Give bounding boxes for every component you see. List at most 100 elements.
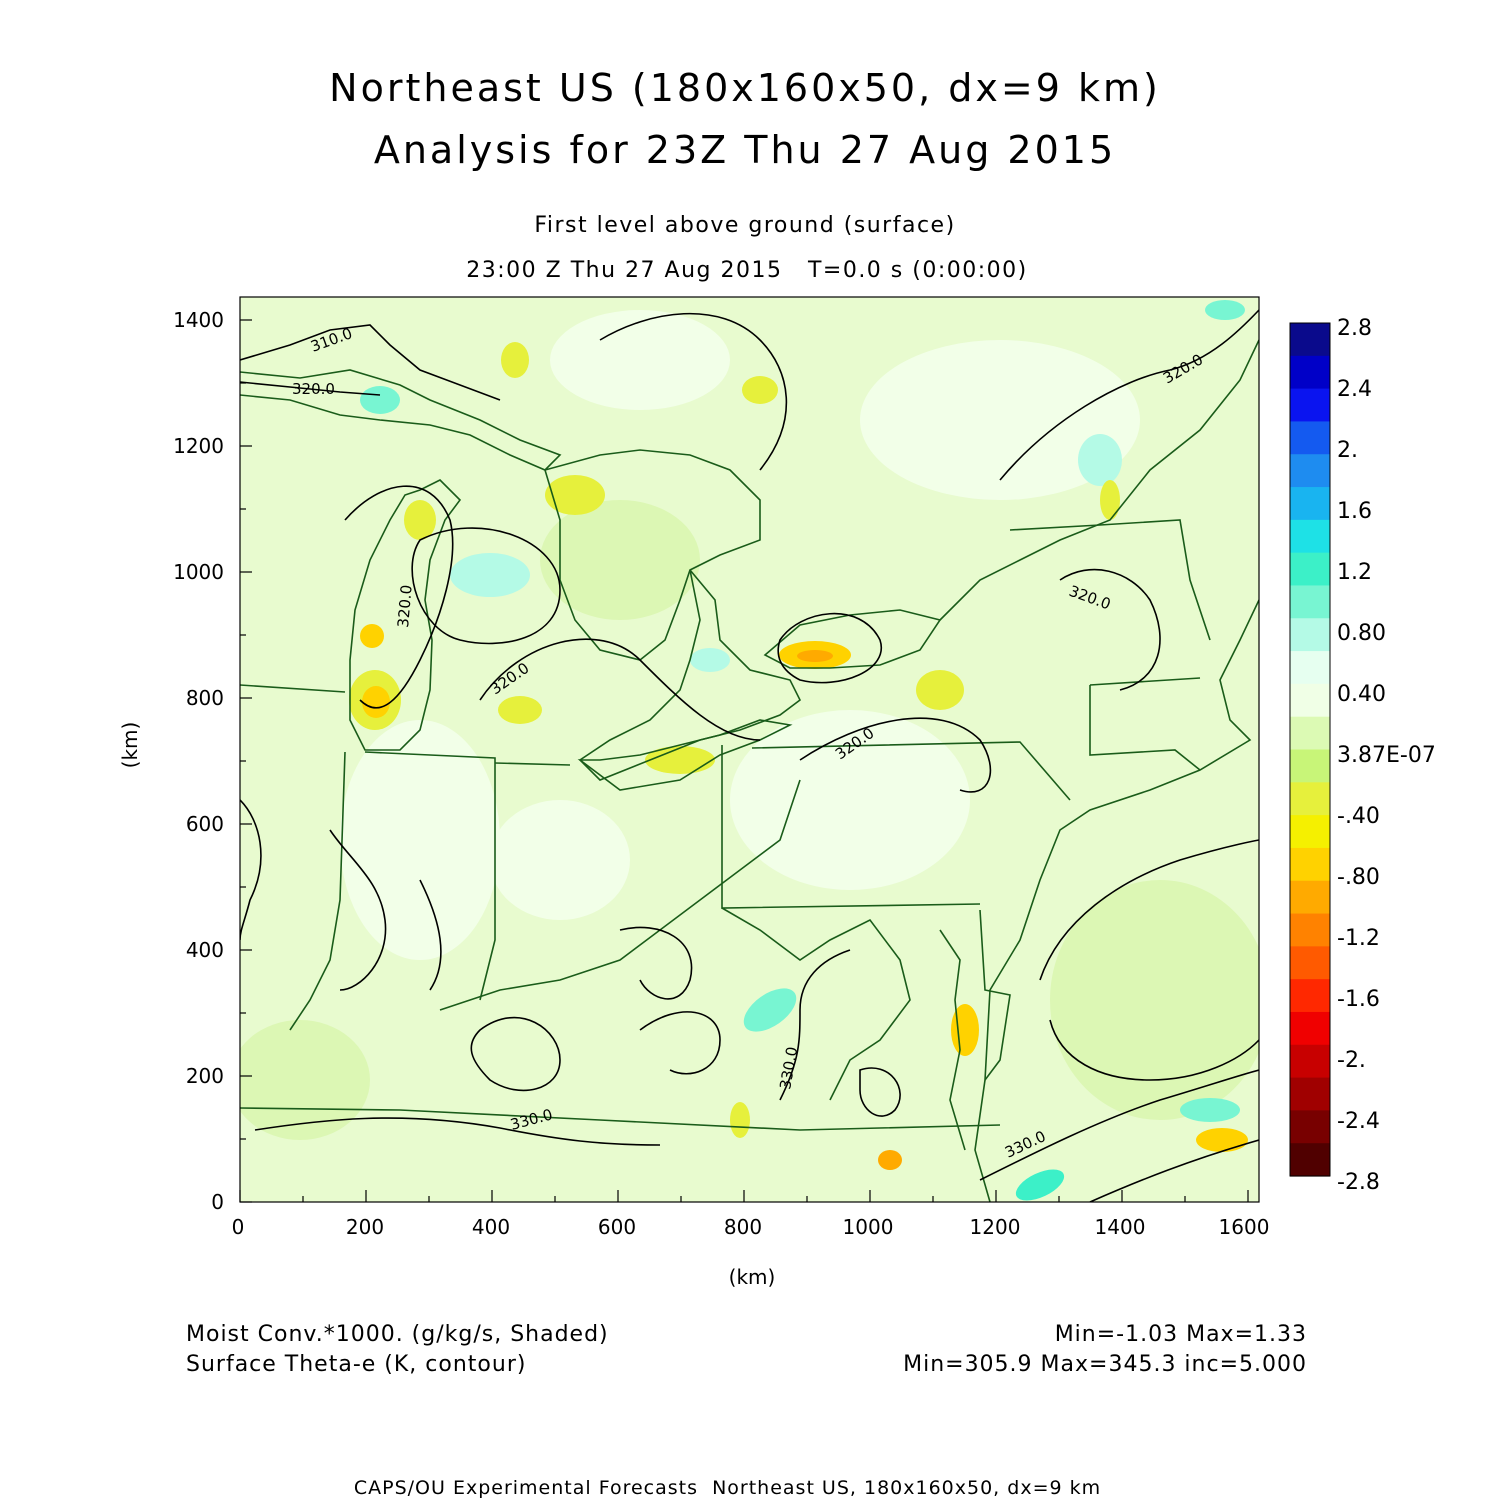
colorbar-swatch xyxy=(1290,782,1330,816)
shaded-field-range: Min=-1.03 Max=1.33 xyxy=(1054,1322,1307,1347)
contour-line xyxy=(639,1011,721,1075)
x-tick-label: 1400 xyxy=(1095,1215,1146,1239)
field-patch xyxy=(730,710,970,890)
contour-label: 320.0 xyxy=(394,584,416,628)
x-tick-label: 600 xyxy=(598,1215,636,1239)
x-tick-label: 800 xyxy=(724,1215,762,1239)
colorbar-label: 0.40 xyxy=(1337,682,1386,707)
colorbar-swatch xyxy=(1290,651,1330,685)
y-axis-ticks xyxy=(240,319,252,1203)
state-line-9 xyxy=(1089,677,1201,686)
colorbar-swatch xyxy=(1290,487,1330,521)
field-patch xyxy=(1196,1128,1248,1152)
colorbar-swatch xyxy=(1290,355,1330,390)
colorbar-swatch xyxy=(1290,1011,1330,1046)
colorbar-label: -2. xyxy=(1337,1048,1366,1073)
colorbar-swatch xyxy=(1290,815,1330,849)
contour-line xyxy=(1039,839,1259,981)
y-tick-label: 0 xyxy=(211,1190,224,1214)
x-tick-labels: 0 200 400 600 800 1000 1200 1400 1600 xyxy=(232,1215,1270,1239)
northeast-coast xyxy=(974,599,1259,1202)
colorbar-swatch xyxy=(1290,1110,1330,1144)
subtitle-line-2: 23:00 Z Thu 27 Aug 2015 T=0.0 s (0:00:00… xyxy=(466,258,1028,283)
x-axis-title: (km) xyxy=(729,1265,776,1289)
lake-huron-shore xyxy=(578,569,802,781)
contour-field-range: Min=305.9 Max=345.3 inc=5.000 xyxy=(903,1352,1307,1377)
field-patch xyxy=(498,696,542,724)
chesapeake xyxy=(939,929,966,1151)
field-patch xyxy=(360,624,384,648)
field-patch xyxy=(1015,1169,1065,1201)
field-patch xyxy=(1100,480,1120,520)
field-patch xyxy=(1205,300,1245,320)
x-axis-ticks xyxy=(239,1190,1249,1202)
colorbar-swatch xyxy=(1290,1077,1330,1111)
field-patch xyxy=(645,746,715,774)
state-line-2 xyxy=(364,751,496,1001)
y-tick-label: 800 xyxy=(186,686,224,710)
colorbar-label: 2.4 xyxy=(1337,377,1372,402)
state-line-1 xyxy=(240,684,346,693)
state-line-7 xyxy=(240,1107,1001,1131)
colorbar-swatch xyxy=(1290,749,1330,783)
x-tick-label: 1200 xyxy=(970,1215,1021,1239)
field-patch xyxy=(951,1004,979,1056)
colorbar-swatch xyxy=(1290,979,1330,1013)
colorbar-label: -2.4 xyxy=(1337,1109,1380,1134)
field-patch xyxy=(450,553,530,597)
state-line-10 xyxy=(1009,519,1211,641)
title-line-2: Analysis for 23Z Thu 27 Aug 2015 xyxy=(373,128,1117,172)
colorbar-swatch xyxy=(1290,880,1330,915)
colorbar-label: -.40 xyxy=(1337,804,1380,829)
field-patch xyxy=(797,650,833,662)
contour-line xyxy=(999,309,1259,481)
shaded-field-caption: Moist Conv.*1000. (g/kg/s, Shaded) xyxy=(186,1322,609,1347)
contour-line xyxy=(479,638,761,741)
state-line-8 xyxy=(1089,685,1201,771)
colorbar-swatch xyxy=(1290,1143,1330,1177)
state-line-5 xyxy=(751,741,1071,801)
lake-superior-shore xyxy=(240,369,562,471)
contour-field-caption: Surface Theta-e (K, contour) xyxy=(186,1352,527,1377)
contour-label: 320.0 xyxy=(292,380,335,398)
y-tick-label: 1000 xyxy=(173,560,224,584)
colorbar-label: -.80 xyxy=(1337,865,1380,890)
y-axis-title: (km) xyxy=(118,722,142,769)
colorbar-label: -2.8 xyxy=(1337,1170,1380,1195)
field-patch xyxy=(730,1102,750,1138)
colorbar-swatch xyxy=(1290,1044,1330,1079)
lake-ontario-shore xyxy=(763,609,942,669)
field-patch xyxy=(362,686,390,718)
x-tick-label: 400 xyxy=(472,1215,510,1239)
contour-line xyxy=(329,829,387,991)
contour-line xyxy=(1059,568,1161,691)
field-patch xyxy=(1050,880,1259,1120)
field-patch xyxy=(860,340,1140,500)
field-patch xyxy=(540,500,700,620)
field-patch xyxy=(743,988,797,1032)
x-tick-label: 200 xyxy=(346,1215,384,1239)
contour-line xyxy=(979,1069,1259,1181)
boundaries xyxy=(240,339,1259,1202)
y-tick-label: 400 xyxy=(186,938,224,962)
contour-line xyxy=(859,1067,901,1117)
field-patch xyxy=(916,670,964,710)
colorbar-swatch xyxy=(1290,454,1330,488)
colorbar-swatch xyxy=(1290,519,1330,554)
colorbar-swatch xyxy=(1290,716,1330,751)
st-lawrence xyxy=(939,339,1259,621)
colorbar-label: 2.8 xyxy=(1337,316,1372,341)
field-patch xyxy=(690,648,730,672)
footer-credit: CAPS/OU Experimental Forecasts Northeast… xyxy=(353,1477,1102,1499)
plot-frame xyxy=(239,296,1260,1203)
shaded-field xyxy=(240,297,1259,1202)
colorbar-labels: 2.8 2.4 2. 1.6 1.2 0.80 0.40 3.87E-07 -.… xyxy=(1337,316,1436,1195)
contour-line xyxy=(799,717,992,793)
contours xyxy=(240,309,1259,1202)
field-patch xyxy=(490,800,630,920)
contour-line xyxy=(599,312,788,471)
state-line-6 xyxy=(289,751,346,1031)
y-tick-label: 600 xyxy=(186,812,224,836)
lake-michigan-shore xyxy=(349,479,462,751)
